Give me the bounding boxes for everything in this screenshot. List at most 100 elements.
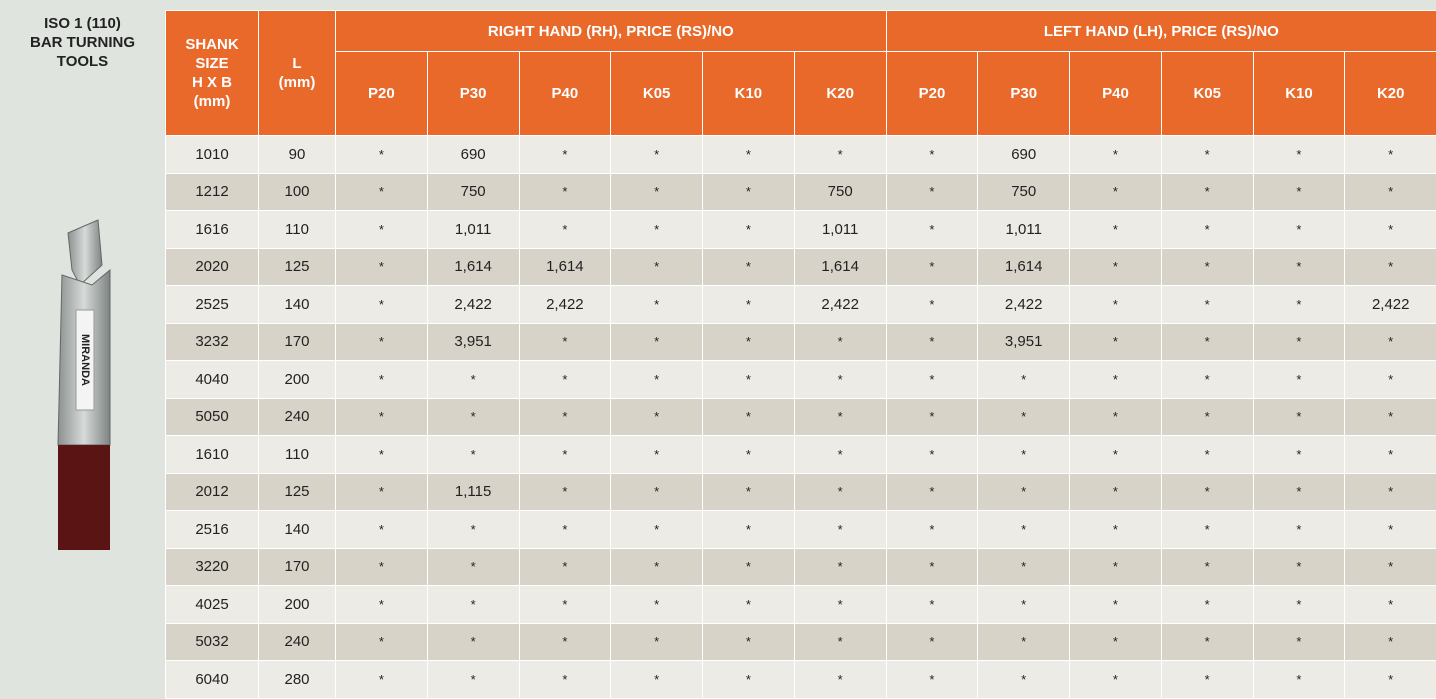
cell: * bbox=[1253, 586, 1345, 624]
cell: * bbox=[611, 248, 703, 286]
cell: * bbox=[1253, 473, 1345, 511]
cell: 3,951 bbox=[427, 323, 519, 361]
cell: * bbox=[1253, 661, 1345, 699]
cell: 2,422 bbox=[427, 286, 519, 324]
cell: * bbox=[611, 548, 703, 586]
cell: * bbox=[519, 623, 611, 661]
grade-header: P20 bbox=[336, 52, 428, 136]
cell: 1212 bbox=[166, 173, 259, 211]
grade-header: P40 bbox=[519, 52, 611, 136]
grade-header: K10 bbox=[1253, 52, 1345, 136]
cell: * bbox=[336, 511, 428, 549]
cell: * bbox=[336, 398, 428, 436]
cell: * bbox=[1070, 361, 1162, 399]
cell: * bbox=[611, 286, 703, 324]
header-line: SIZE bbox=[166, 54, 258, 73]
cell: * bbox=[1070, 511, 1162, 549]
cell: 4040 bbox=[166, 361, 259, 399]
cell: 140 bbox=[259, 511, 336, 549]
cell: * bbox=[1253, 248, 1345, 286]
cell: * bbox=[1161, 548, 1253, 586]
cell: 1,614 bbox=[794, 248, 886, 286]
cell: 125 bbox=[259, 248, 336, 286]
cell: * bbox=[427, 661, 519, 699]
cell: * bbox=[336, 286, 428, 324]
cell: * bbox=[886, 211, 978, 249]
cell: * bbox=[1161, 323, 1253, 361]
cell: 750 bbox=[427, 173, 519, 211]
cell: * bbox=[1253, 286, 1345, 324]
cell: * bbox=[886, 623, 978, 661]
cell: * bbox=[703, 661, 795, 699]
cell: * bbox=[1161, 623, 1253, 661]
cell: * bbox=[1253, 623, 1345, 661]
cell: * bbox=[1253, 136, 1345, 174]
cell: 90 bbox=[259, 136, 336, 174]
cell: * bbox=[611, 661, 703, 699]
tool-end bbox=[58, 445, 110, 550]
cell: 5032 bbox=[166, 623, 259, 661]
cell: * bbox=[427, 361, 519, 399]
group-header: RIGHT HAND (RH), PRICE (RS)/NO bbox=[336, 11, 887, 52]
cell: 240 bbox=[259, 398, 336, 436]
cell: * bbox=[519, 398, 611, 436]
cell: * bbox=[519, 473, 611, 511]
cell: * bbox=[886, 511, 978, 549]
cell: * bbox=[978, 586, 1070, 624]
cell: * bbox=[978, 661, 1070, 699]
cell: 2525 bbox=[166, 286, 259, 324]
cell: * bbox=[611, 511, 703, 549]
cell: * bbox=[1161, 136, 1253, 174]
cell: * bbox=[1345, 548, 1436, 586]
cell: * bbox=[1253, 211, 1345, 249]
header-line: (mm) bbox=[166, 92, 258, 111]
cell: * bbox=[1345, 398, 1436, 436]
cell: 1,011 bbox=[794, 211, 886, 249]
cell: 1,115 bbox=[427, 473, 519, 511]
cell: * bbox=[336, 548, 428, 586]
title-line: ISO 1 (110) bbox=[0, 14, 165, 33]
l-header: L(mm) bbox=[259, 11, 336, 136]
cell: * bbox=[886, 136, 978, 174]
grade-header: P30 bbox=[978, 52, 1070, 136]
cell: * bbox=[1161, 361, 1253, 399]
header-line: H X B bbox=[166, 73, 258, 92]
cell: * bbox=[1345, 473, 1436, 511]
cell: * bbox=[794, 398, 886, 436]
cell: 280 bbox=[259, 661, 336, 699]
cell: 1,614 bbox=[519, 248, 611, 286]
cell: * bbox=[703, 211, 795, 249]
tool-image: MIRANDA bbox=[40, 215, 140, 555]
cell: * bbox=[1253, 511, 1345, 549]
title-line: BAR TURNING bbox=[0, 33, 165, 52]
cell: * bbox=[886, 436, 978, 474]
cell: 2020 bbox=[166, 248, 259, 286]
cell: * bbox=[886, 248, 978, 286]
cell: * bbox=[1161, 398, 1253, 436]
cell: * bbox=[1070, 661, 1162, 699]
cell: * bbox=[886, 286, 978, 324]
cell: * bbox=[336, 323, 428, 361]
cell: 2,422 bbox=[1345, 286, 1436, 324]
tool-label: MIRANDA bbox=[79, 334, 91, 386]
cell: * bbox=[1345, 323, 1436, 361]
cell: 2,422 bbox=[794, 286, 886, 324]
cell: * bbox=[794, 136, 886, 174]
cell: 3,951 bbox=[978, 323, 1070, 361]
cell: * bbox=[703, 623, 795, 661]
cell: * bbox=[1345, 173, 1436, 211]
cell: * bbox=[519, 136, 611, 174]
cell: * bbox=[1161, 511, 1253, 549]
cell: * bbox=[794, 623, 886, 661]
